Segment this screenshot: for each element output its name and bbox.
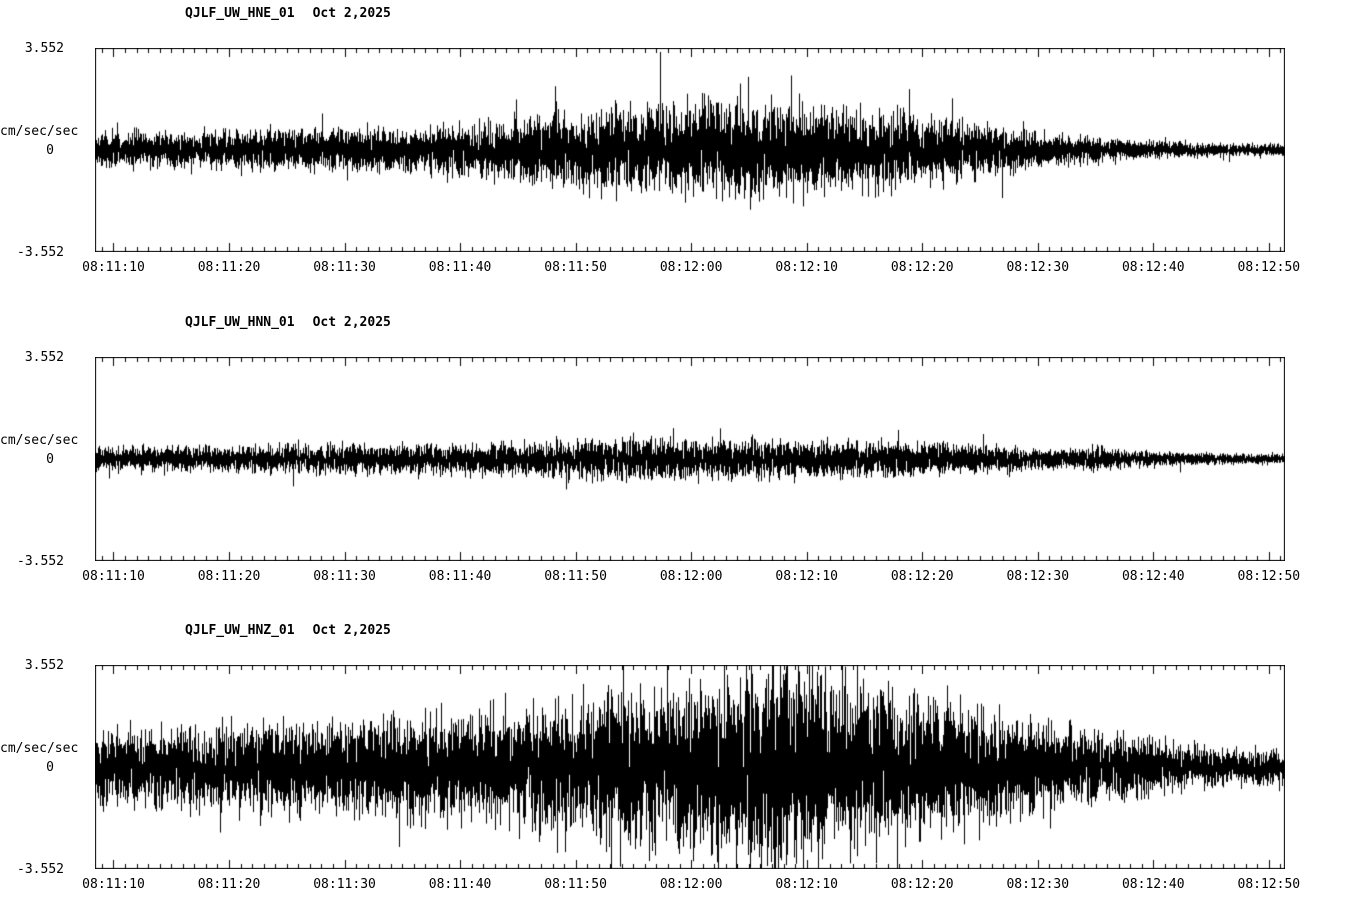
time-tick-label: 08:12:30	[1006, 569, 1070, 584]
time-axis-labels: 08:11:10 08:11:20 08:11:30 08:11:40 08:11:50…	[82, 569, 1300, 585]
time-tick-label: 08:11:30	[313, 569, 376, 584]
y-units-label: cm/sec/sec	[0, 124, 79, 139]
time-tick-label: 08:12:20	[890, 877, 954, 892]
y-min-label: -3.552	[17, 245, 64, 260]
time-tick-label: 08:12:40	[1121, 877, 1185, 892]
y-zero-label: 0	[46, 143, 54, 158]
waveform-canvas-hne	[95, 48, 1285, 252]
time-tick-label: 08:11:30	[313, 260, 376, 275]
time-tick-label: 08:12:40	[1121, 569, 1185, 584]
waveform-canvas-hnz	[95, 665, 1285, 869]
time-tick-label: 08:12:10	[775, 569, 838, 584]
y-zero-label: 0	[46, 760, 54, 775]
y-units-label: cm/sec/sec	[0, 741, 79, 756]
time-tick-label: 08:11:50	[544, 877, 607, 892]
panel-header: QJLF_UW_HNZ_01 Oct 2,2025	[185, 623, 391, 638]
time-tick-label: 08:11:50	[544, 260, 607, 275]
time-tick-label: 08:11:30	[313, 877, 376, 892]
channel-id-label: QJLF_UW_HNN_01	[185, 315, 295, 330]
time-tick-label: 08:12:10	[775, 260, 838, 275]
time-tick-label: 08:12:00	[659, 260, 723, 275]
time-tick-label: 08:12:00	[659, 569, 723, 584]
y-max-label: 3.552	[24, 350, 64, 365]
time-tick-label: 08:12:50	[1237, 260, 1301, 275]
waveform-canvas-hnn	[95, 357, 1285, 561]
time-tick-label: 08:12:50	[1237, 569, 1301, 584]
y-max-label: 3.552	[24, 41, 64, 56]
time-tick-label: 08:12:10	[775, 877, 838, 892]
seismogram-panel-hne: QJLF_UW_HNE_01 Oct 2,2025 3.552 cm/sec/se…	[0, 0, 1358, 292]
date-label: Oct 2,2025	[312, 6, 391, 21]
y-min-label: -3.552	[17, 554, 64, 569]
y-max-label: 3.552	[24, 658, 64, 673]
time-tick-label: 08:12:20	[890, 569, 954, 584]
time-tick-label: 08:12:00	[659, 877, 723, 892]
time-tick-label: 08:11:50	[544, 569, 607, 584]
channel-id-label: QJLF_UW_HNZ_01	[185, 623, 295, 638]
time-tick-label: 08:11:10	[82, 877, 145, 892]
time-tick-label: 08:11:20	[197, 877, 261, 892]
time-tick-label: 08:11:40	[428, 569, 492, 584]
time-axis-labels: 08:11:10 08:11:20 08:11:30 08:11:40 08:11:50…	[82, 260, 1300, 276]
date-label: Oct 2,2025	[312, 623, 391, 638]
time-tick-label: 08:11:10	[82, 569, 145, 584]
time-tick-label: 08:12:40	[1121, 260, 1185, 275]
date-label: Oct 2,2025	[312, 315, 391, 330]
y-zero-label: 0	[46, 452, 54, 467]
time-tick-label: 08:12:20	[890, 260, 954, 275]
time-tick-label: 08:12:50	[1237, 877, 1301, 892]
y-min-label: -3.552	[17, 862, 64, 877]
channel-id-label: QJLF_UW_HNE_01	[185, 6, 295, 21]
time-tick-label: 08:11:10	[82, 260, 145, 275]
seismogram-panel-hnz: QJLF_UW_HNZ_01 Oct 2,2025 3.552 cm/sec/se…	[0, 617, 1358, 909]
seismogram-panel-hnn: QJLF_UW_HNN_01 Oct 2,2025 3.552 cm/sec/se…	[0, 309, 1358, 601]
y-units-label: cm/sec/sec	[0, 433, 79, 448]
time-tick-label: 08:11:40	[428, 877, 492, 892]
time-tick-label: 08:12:30	[1006, 260, 1070, 275]
time-tick-label: 08:11:40	[428, 260, 492, 275]
time-tick-label: 08:11:20	[197, 569, 261, 584]
time-axis-labels: 08:11:10 08:11:20 08:11:30 08:11:40 08:11:50…	[82, 877, 1300, 893]
time-tick-label: 08:11:20	[197, 260, 261, 275]
time-tick-label: 08:12:30	[1006, 877, 1070, 892]
panel-header: QJLF_UW_HNE_01 Oct 2,2025	[185, 6, 391, 21]
panel-header: QJLF_UW_HNN_01 Oct 2,2025	[185, 315, 391, 330]
